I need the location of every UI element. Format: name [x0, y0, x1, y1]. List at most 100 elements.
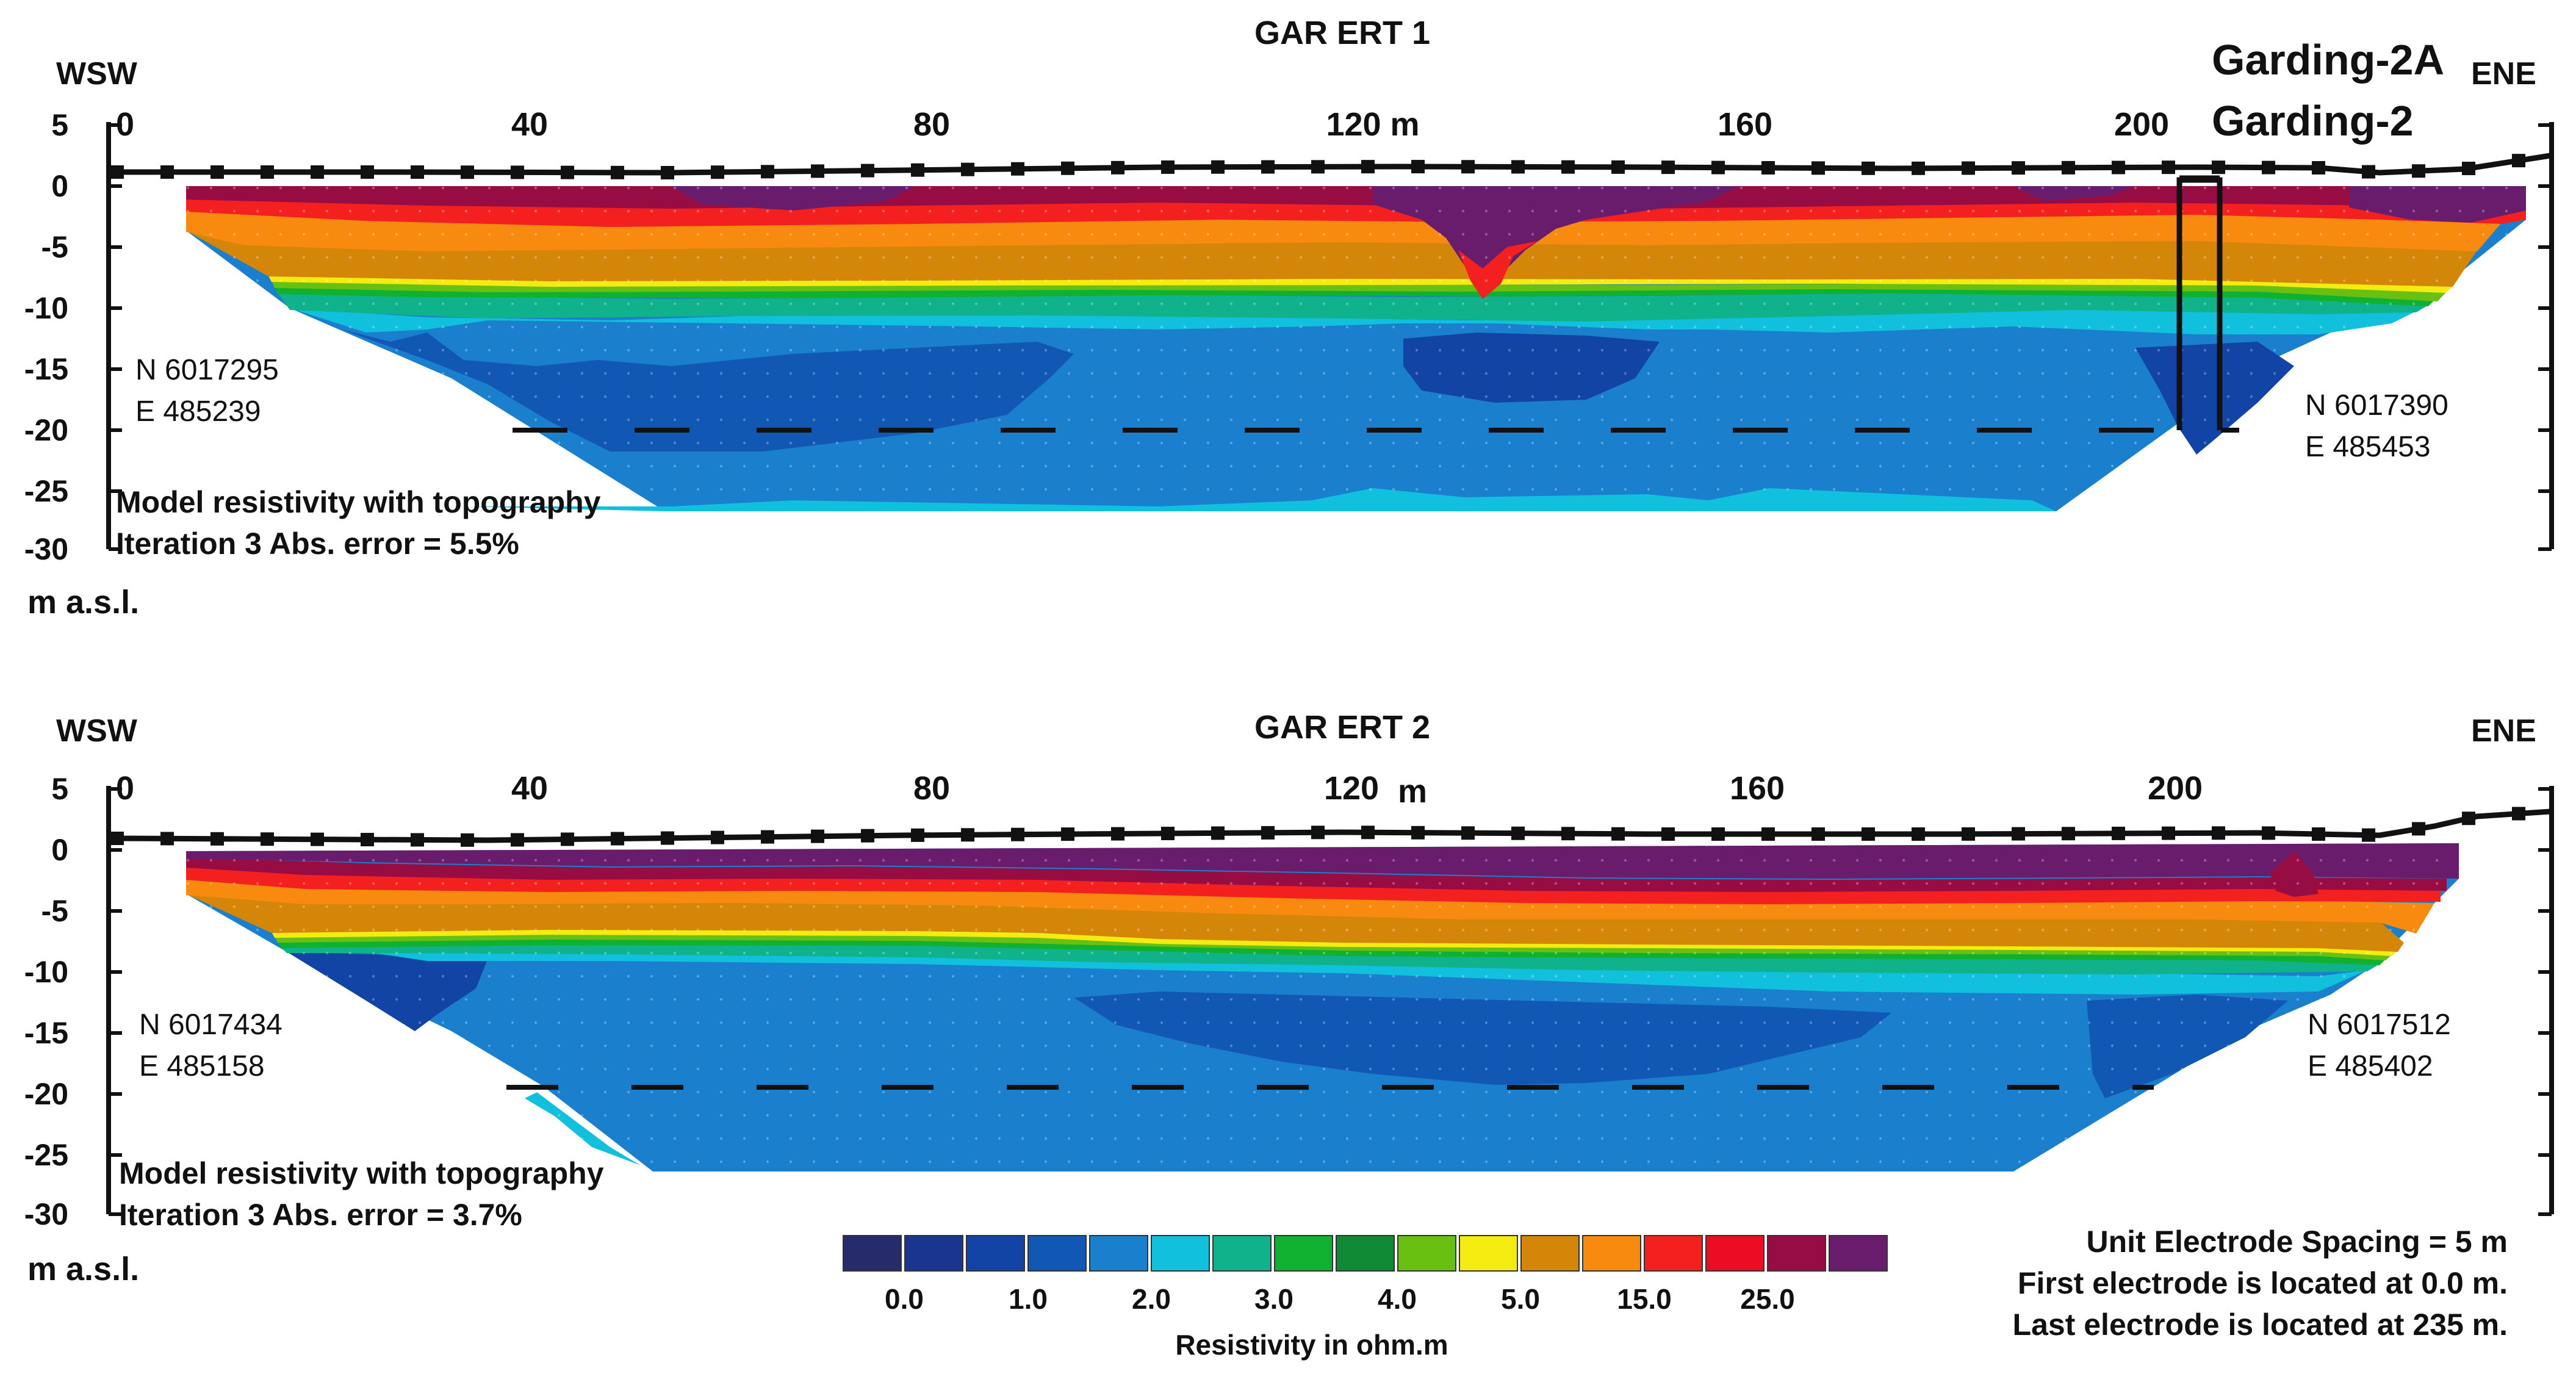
- electrode-marker: [2062, 160, 2075, 175]
- panel-2-electrodes: [110, 807, 2525, 847]
- electrode-marker: [1411, 160, 1425, 174]
- electrode-marker: [210, 165, 224, 179]
- panel-2-coord-right-east: E 485402: [2308, 1050, 2433, 1082]
- electrode-marker: [1111, 827, 1124, 841]
- electrode-marker: [1361, 826, 1375, 840]
- panel-2-y-axis: 5 0 -5 -10 -15 -20 -25 -30 m a.s.l.: [24, 772, 139, 1287]
- y-tick: -30: [24, 532, 68, 566]
- legend-label: 3.0: [1254, 1283, 1293, 1315]
- panel-1-coord-left-east: E 485239: [135, 395, 261, 428]
- y-tick: 0: [51, 169, 68, 203]
- electrode-marker: [1811, 827, 1825, 841]
- electrode-marker: [511, 165, 524, 179]
- legend-colorbar: [843, 1235, 1888, 1272]
- x-tick: 80: [913, 770, 950, 807]
- panel-1-title: GAR ERT 1: [1254, 15, 1430, 51]
- legend-swatch: [1397, 1235, 1456, 1272]
- electrode-marker: [361, 833, 374, 847]
- legend-label: 15.0: [1617, 1283, 1672, 1315]
- panel-2-coord-right-north: N 6017512: [2308, 1009, 2451, 1041]
- electrode-marker: [411, 165, 424, 179]
- legend-swatch: [904, 1235, 963, 1272]
- electrode-marker: [311, 165, 324, 179]
- legend-swatch: [1705, 1235, 1765, 1272]
- y-tick: -10: [24, 291, 68, 325]
- electrode-marker: [1311, 826, 1325, 840]
- legend-label: 5.0: [1501, 1283, 1540, 1315]
- x-tick: 40: [511, 106, 548, 143]
- electrode-marker: [411, 833, 424, 847]
- electrode-marker: [1661, 827, 1675, 841]
- electrode-marker: [711, 165, 724, 179]
- x-tick: 120 m: [1326, 106, 1419, 143]
- panel-1-model-note: Model resistivity with topography: [116, 485, 601, 519]
- electrode-marker: [361, 165, 374, 179]
- resistivity-legend: 0.0 1.0 2.0 3.0 4.0 5.0 15.0 25.0 Resistivity i…: [843, 1235, 1888, 1361]
- electrode-marker: [311, 832, 324, 846]
- electrode-marker: [1912, 827, 1925, 841]
- electrode-marker: [110, 165, 124, 179]
- electrode-marker: [911, 163, 924, 177]
- electrode-marker: [2462, 162, 2475, 176]
- borehole-label-garding-2a: Garding-2A: [2212, 36, 2444, 84]
- y-tick: -20: [24, 413, 68, 447]
- electrode-marker: [1361, 160, 1375, 174]
- electrode-marker: [1311, 160, 1325, 174]
- electrode-marker: [1611, 160, 1625, 174]
- electrode-marker: [861, 164, 874, 178]
- electrode-marker: [2162, 826, 2175, 840]
- electrode-marker: [2512, 807, 2525, 821]
- electrode-marker: [511, 833, 524, 847]
- panel-1-coord-right-north: N 6017390: [2305, 389, 2448, 422]
- electrode-marker: [1912, 161, 1925, 175]
- panel-1: GAR ERT 1 WSW ENE Garding-2A Garding-2 0…: [24, 15, 2554, 621]
- electrode-marker: [1862, 161, 1875, 175]
- electrode-marker: [1211, 160, 1225, 174]
- electrode-marker: [761, 830, 774, 844]
- electrode-marker: [2512, 154, 2525, 168]
- x-tick: 160: [1718, 106, 1772, 143]
- electrode-marker: [2112, 826, 2125, 840]
- panel-2-x-axis: 0 40 80 120 m 160 200: [116, 770, 2203, 810]
- electrode-marker: [160, 165, 174, 179]
- electrode-marker: [611, 832, 624, 846]
- electrode-marker: [1461, 160, 1475, 174]
- legend-swatch: [1212, 1235, 1272, 1272]
- survey-notes: Unit Electrode Spacing = 5 m First elect…: [2013, 1225, 2508, 1342]
- panel-2-topography-line: [117, 808, 2551, 843]
- legend-labels: 0.0 1.0 2.0 3.0 4.0 5.0 15.0 25.0: [885, 1283, 1795, 1315]
- electrode-marker: [1561, 160, 1575, 174]
- panel-2-left-direction: WSW: [56, 713, 138, 749]
- panel-2-coord-left-north: N 6017434: [139, 1009, 282, 1041]
- panel-2-model-note: Model resistivity with topography: [119, 1156, 604, 1190]
- y-tick: -25: [24, 474, 68, 508]
- legend-swatch: [966, 1235, 1025, 1272]
- electrode-marker: [2462, 812, 2475, 826]
- electrode-marker: [1011, 827, 1024, 841]
- electrode-marker: [961, 162, 974, 176]
- electrode-marker: [1561, 827, 1575, 841]
- electrode-marker: [661, 831, 674, 845]
- panel-1-coord-left-north: N 6017295: [135, 354, 279, 386]
- electrode-marker: [1161, 160, 1175, 174]
- electrode-marker: [1711, 160, 1725, 175]
- panel-1-topography-line: [117, 153, 2551, 176]
- legend-swatch: [1274, 1235, 1333, 1272]
- y-tick: 5: [51, 108, 68, 142]
- electrode-marker: [2262, 160, 2275, 175]
- y-tick: -5: [41, 894, 68, 928]
- electrode-marker: [2312, 161, 2325, 175]
- note-first-electrode: First electrode is located at 0.0 m.: [2018, 1266, 2508, 1300]
- legend-label: 0.0: [885, 1283, 924, 1315]
- y-tick: -25: [24, 1138, 68, 1172]
- x-tick: 200: [2114, 106, 2169, 143]
- y-axis-unit: m a.s.l.: [27, 1251, 139, 1287]
- electrode-marker: [1161, 826, 1175, 840]
- legend-label: 2.0: [1132, 1283, 1171, 1315]
- electrode-marker: [1261, 160, 1275, 174]
- electrode-marker: [2412, 164, 2425, 178]
- panel-1-x-axis: 0 40 80 120 m 160 200: [116, 106, 2169, 143]
- y-tick: -15: [24, 352, 68, 386]
- electrode-marker: [1211, 826, 1225, 840]
